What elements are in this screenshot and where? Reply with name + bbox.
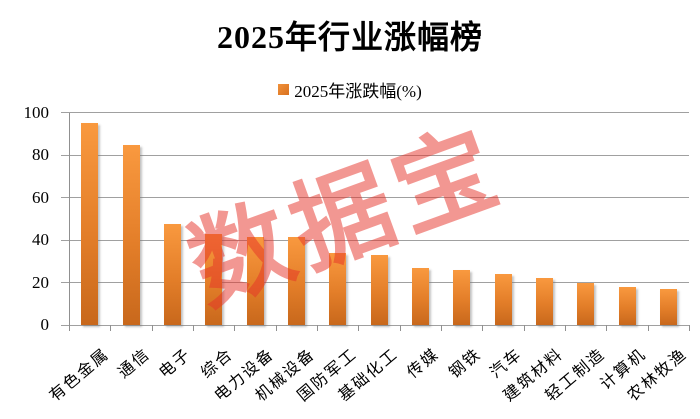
- x-axis-label: 有色金属: [46, 345, 113, 405]
- y-axis-line: [69, 112, 70, 331]
- gridline: [61, 197, 689, 198]
- x-axis-tick: [358, 325, 360, 331]
- x-axis-label: 电子: [156, 345, 196, 382]
- x-axis-tick: [69, 325, 70, 331]
- chart-title: 2025年行业涨幅榜: [216, 19, 483, 55]
- y-tick-label: 100: [23, 102, 50, 122]
- x-axis-tick: [110, 325, 112, 331]
- x-axis-tick: [234, 325, 236, 331]
- gridline: [61, 154, 689, 156]
- x-axis-tick: [317, 325, 318, 331]
- bar-通信: [122, 145, 140, 325]
- x-axis-label: 通信: [115, 345, 154, 382]
- legend: 2025年涨跌幅(%): [0, 77, 700, 102]
- bar-轻工制造: [577, 282, 595, 325]
- gridline: [61, 324, 689, 326]
- bar-建筑材料: [535, 278, 553, 325]
- bar-计算机: [618, 286, 636, 325]
- x-axis-tick: [399, 325, 401, 331]
- x-axis-tick: [482, 325, 484, 331]
- x-axis-label: 钢铁: [445, 345, 485, 382]
- bar-传媒: [411, 267, 429, 325]
- y-tick-label: 0: [40, 315, 50, 334]
- legend-label: 2025年涨跌幅(%): [294, 82, 422, 101]
- x-axis-tick: [523, 325, 525, 331]
- bar-基础化工: [370, 254, 388, 325]
- bar-机械设备: [287, 236, 305, 325]
- bar-电力设备: [246, 236, 264, 325]
- y-tick-label: 20: [32, 272, 49, 292]
- x-axis-label: 传媒: [404, 345, 444, 382]
- x-axis-tick: [441, 325, 442, 331]
- bar-综合: [205, 233, 223, 325]
- y-tick-label: 60: [32, 187, 49, 207]
- bar-汽车: [494, 274, 512, 325]
- x-axis-tick: [193, 325, 194, 331]
- bar-电子: [163, 224, 181, 325]
- bar-钢铁: [453, 269, 471, 325]
- x-axis-tick: [689, 325, 690, 331]
- x-axis-tick: [275, 325, 277, 331]
- bar-有色金属: [81, 123, 99, 325]
- gridline: [61, 239, 689, 241]
- x-axis-tick: [606, 325, 608, 331]
- y-tick-label: 40: [32, 230, 49, 249]
- y-tick-label: 80: [32, 145, 49, 164]
- x-axis-tick: [565, 325, 566, 331]
- legend-swatch-icon: [278, 84, 290, 95]
- bar-农林牧渔: [659, 288, 677, 325]
- gridline: [61, 112, 689, 113]
- x-axis-tick: [647, 325, 649, 331]
- x-axis-tick: [151, 325, 153, 331]
- bar-国防军工: [329, 252, 347, 325]
